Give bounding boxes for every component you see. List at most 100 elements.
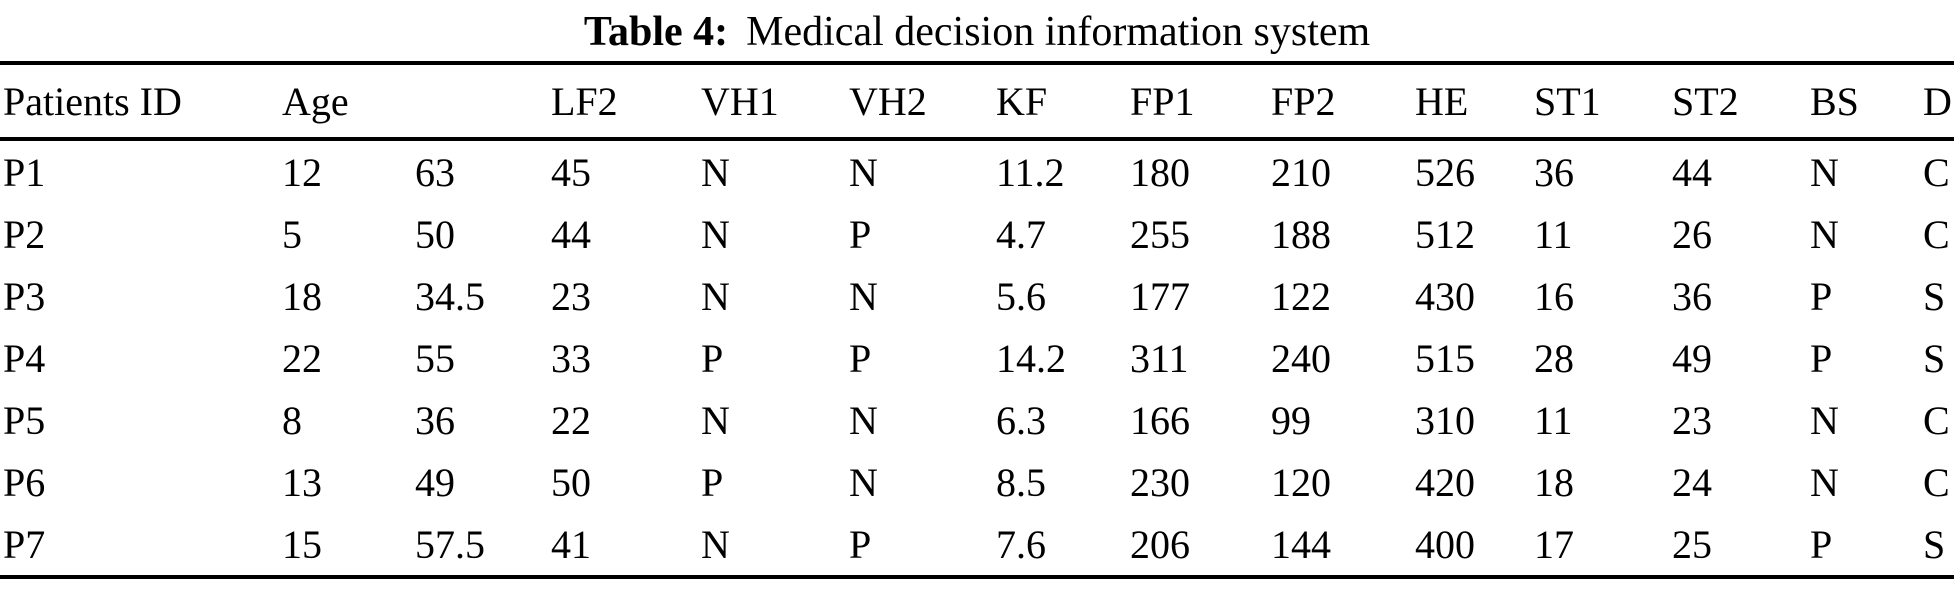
table-cell: 230	[1130, 459, 1190, 505]
table-cell: 5.6	[996, 273, 1046, 319]
table-row-p1: P1 12 63 45 N N 11.2 180 210 526 36 44 N C	[0, 139, 1954, 203]
table-cell: 36	[415, 397, 455, 443]
table-cell: S	[1923, 335, 1946, 381]
table-cell: 166	[1130, 397, 1190, 443]
medical-decision-table: Patients ID Age LF2 VH1 VH2 KF FP1 FP2 HE ST1 ST2 B…	[0, 61, 1954, 579]
table-cell: 15	[282, 521, 322, 567]
table-cell: 57.5	[415, 521, 485, 567]
column-header-patients-id: Patients ID	[0, 63, 282, 141]
table-cell: 16	[1534, 273, 1574, 319]
table-cell: S	[1923, 521, 1946, 567]
table-cell: 310	[1415, 397, 1475, 443]
table-cell: 44	[1672, 149, 1712, 195]
table-cell: C	[1923, 459, 1950, 505]
table-cell: N	[1810, 149, 1839, 195]
column-header-d: D	[1923, 63, 1954, 141]
table-cell: 55	[415, 335, 455, 381]
table-cell: 11	[1534, 397, 1573, 443]
header-row: Patients ID Age LF2 VH1 VH2 KF FP1 FP2 HE ST1 ST2 B…	[0, 63, 1954, 141]
table-cell: 44	[551, 211, 591, 257]
table-cell: 8	[282, 397, 302, 443]
patient-id-cell: P4	[3, 335, 46, 381]
column-header-vh1: VH1	[701, 63, 849, 141]
column-header-fp1: FP1	[1130, 63, 1271, 141]
column-header-he: HE	[1415, 63, 1534, 141]
table-cell: P	[849, 521, 872, 567]
patient-id-cell: P6	[3, 459, 46, 505]
table-cell: 50	[551, 459, 591, 505]
table-cell: 11.2	[996, 149, 1065, 195]
patient-id-cell: P3	[3, 273, 46, 319]
table-caption: Table 4: Medical decision information sys…	[0, 0, 1954, 61]
table-cell: N	[701, 149, 730, 195]
patient-id-cell: P2	[3, 211, 46, 257]
table-cell: 25	[1672, 521, 1712, 567]
table-cell: 420	[1415, 459, 1475, 505]
patient-id-cell: P1	[3, 149, 46, 195]
table-cell: 36	[1534, 149, 1574, 195]
table-cell: P	[701, 335, 724, 381]
table-row-p3: P3 18 34.5 23 N N 5.6 177 122 430 16 36 P S	[0, 265, 1954, 327]
table-caption-label: Table 4:	[583, 9, 729, 55]
table-row-p5: P5 8 36 22 N N 6.3 166 99 310 11 23 N C	[0, 389, 1954, 451]
table-cell: 99	[1271, 397, 1311, 443]
table-cell: C	[1923, 397, 1950, 443]
table-cell: 180	[1130, 149, 1190, 195]
table-cell: 188	[1271, 211, 1331, 257]
table-cell: 14.2	[996, 335, 1066, 381]
table-cell: 177	[1130, 273, 1190, 319]
column-header-st1: ST1	[1534, 63, 1672, 141]
table-cell: C	[1923, 149, 1950, 195]
table-caption-text: Medical decision information system	[746, 9, 1371, 55]
table-cell: 49	[415, 459, 455, 505]
table-cell: N	[849, 459, 878, 505]
column-header-st2: ST2	[1672, 63, 1810, 141]
table-cell: 63	[415, 149, 455, 195]
table-cell: N	[701, 273, 730, 319]
table-cell: 8.5	[996, 459, 1046, 505]
table-cell: 5	[282, 211, 302, 257]
table-cell: 240	[1271, 335, 1331, 381]
table-cell: 400	[1415, 521, 1475, 567]
table-cell: 23	[551, 273, 591, 319]
table-cell: 311	[1130, 335, 1189, 381]
table-cell: 41	[551, 521, 591, 567]
table-row-p2: P2 5 50 44 N P 4.7 255 188 512 11 26 N C	[0, 203, 1954, 265]
table-cell: 255	[1130, 211, 1190, 257]
table-cell: 210	[1271, 149, 1331, 195]
table-cell: 122	[1271, 273, 1331, 319]
table-cell: P	[849, 335, 872, 381]
table-cell: 26	[1672, 211, 1712, 257]
table-cell: 50	[415, 211, 455, 257]
table-cell: 45	[551, 149, 591, 195]
table-cell: 7.6	[996, 521, 1046, 567]
table-cell: S	[1923, 273, 1946, 319]
column-header-age: Age	[282, 63, 415, 141]
table-cell: 430	[1415, 273, 1475, 319]
table-cell: 33	[551, 335, 591, 381]
table-cell: C	[1923, 211, 1950, 257]
table-cell: P	[1810, 335, 1833, 381]
table-cell: P	[701, 459, 724, 505]
table-cell: N	[849, 397, 878, 443]
column-header-lf2: LF2	[551, 63, 701, 141]
table-cell: 11	[1534, 211, 1573, 257]
table-cell: 13	[282, 459, 322, 505]
table-cell: 18	[282, 273, 322, 319]
table-cell: N	[701, 211, 730, 257]
table-cell: N	[1810, 211, 1839, 257]
table-cell: 515	[1415, 335, 1475, 381]
table-row-p6: P6 13 49 50 P N 8.5 230 120 420 18 24 N C	[0, 451, 1954, 513]
table-cell: 6.3	[996, 397, 1046, 443]
table-cell: P	[849, 211, 872, 257]
table-cell: N	[1810, 459, 1839, 505]
table-cell: 18	[1534, 459, 1574, 505]
table-cell: 23	[1672, 397, 1712, 443]
column-header-vh2: VH2	[849, 63, 996, 141]
table-cell: N	[701, 397, 730, 443]
table-cell: 12	[282, 149, 322, 195]
table-cell: 206	[1130, 521, 1190, 567]
patient-id-cell: P5	[3, 397, 46, 443]
table-cell: 36	[1672, 273, 1712, 319]
table-cell: 22	[551, 397, 591, 443]
